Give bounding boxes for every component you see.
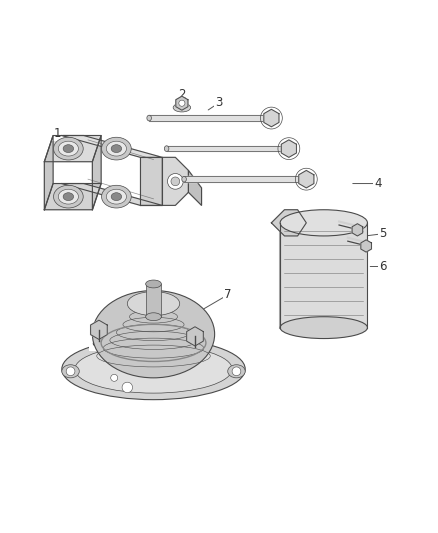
Text: 7: 7 — [224, 288, 231, 301]
Polygon shape — [44, 135, 101, 161]
Ellipse shape — [75, 345, 232, 393]
Polygon shape — [146, 284, 161, 317]
Ellipse shape — [111, 193, 122, 200]
Text: 6: 6 — [379, 260, 386, 273]
Ellipse shape — [280, 210, 367, 236]
Text: 2: 2 — [178, 87, 186, 101]
Polygon shape — [162, 157, 188, 205]
Polygon shape — [141, 157, 162, 205]
Polygon shape — [92, 135, 101, 210]
Ellipse shape — [106, 141, 127, 156]
Ellipse shape — [102, 138, 131, 160]
Ellipse shape — [63, 193, 74, 200]
Ellipse shape — [92, 290, 215, 378]
Polygon shape — [187, 327, 203, 346]
Text: 1: 1 — [54, 127, 61, 140]
Polygon shape — [44, 135, 53, 210]
Ellipse shape — [127, 292, 180, 316]
Text: 8: 8 — [91, 336, 98, 350]
Polygon shape — [299, 171, 314, 188]
Polygon shape — [188, 171, 201, 205]
Circle shape — [171, 177, 180, 185]
Ellipse shape — [111, 144, 122, 152]
Circle shape — [111, 374, 118, 381]
Ellipse shape — [164, 146, 169, 151]
Text: 5: 5 — [379, 227, 386, 240]
Ellipse shape — [106, 189, 127, 204]
Ellipse shape — [228, 365, 245, 378]
Ellipse shape — [147, 115, 152, 121]
Polygon shape — [272, 210, 306, 236]
Ellipse shape — [58, 141, 78, 156]
Ellipse shape — [63, 144, 74, 152]
Polygon shape — [280, 223, 367, 328]
Polygon shape — [352, 224, 363, 236]
Circle shape — [122, 382, 133, 393]
Circle shape — [167, 174, 183, 189]
Polygon shape — [44, 183, 101, 210]
Circle shape — [66, 367, 75, 376]
Ellipse shape — [62, 338, 245, 400]
Polygon shape — [361, 240, 371, 252]
Circle shape — [232, 367, 241, 376]
Ellipse shape — [58, 189, 78, 204]
Polygon shape — [62, 183, 162, 205]
Polygon shape — [176, 96, 188, 110]
Ellipse shape — [102, 185, 131, 208]
Ellipse shape — [146, 280, 161, 288]
Ellipse shape — [62, 365, 79, 378]
Circle shape — [179, 100, 185, 106]
Polygon shape — [281, 140, 297, 157]
Ellipse shape — [173, 103, 191, 112]
Polygon shape — [91, 320, 107, 340]
Text: 4: 4 — [374, 177, 382, 190]
Ellipse shape — [53, 138, 83, 160]
Text: 3: 3 — [215, 96, 223, 109]
Polygon shape — [264, 109, 279, 127]
Polygon shape — [62, 135, 162, 157]
Ellipse shape — [53, 185, 83, 208]
Ellipse shape — [182, 176, 186, 182]
Ellipse shape — [146, 313, 161, 321]
Ellipse shape — [280, 317, 367, 338]
